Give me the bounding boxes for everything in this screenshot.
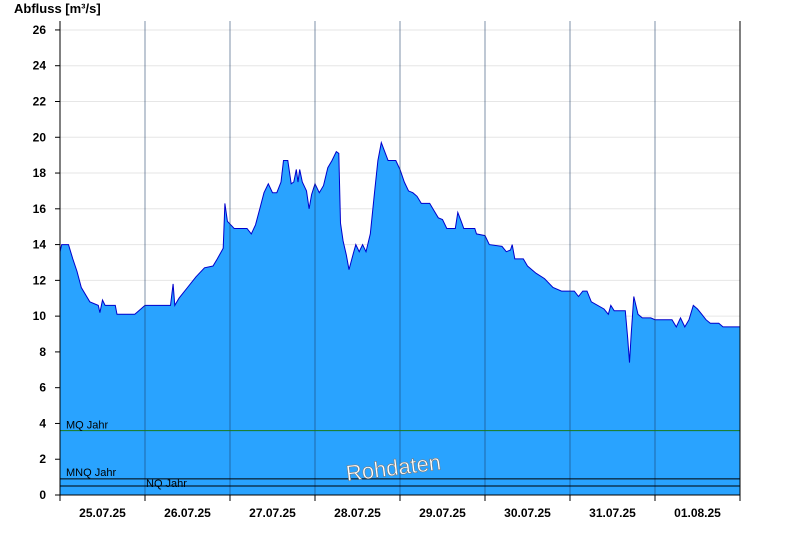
y-tick-label: 22 (33, 94, 47, 108)
y-tick-label: 12 (33, 273, 47, 287)
area-outline (59, 140, 740, 363)
x-tick-label: 01.08.25 (674, 506, 721, 520)
day-separators (144, 21, 656, 495)
y-tick-label: 16 (33, 202, 47, 216)
x-tick-label: 31.07.25 (589, 506, 636, 520)
y-tick-label: 4 (39, 416, 46, 430)
y-tick-label: 24 (33, 59, 47, 73)
x-tick-label: 26.07.25 (164, 506, 211, 520)
x-tick-label: 25.07.25 (79, 506, 126, 520)
x-tick-label: 28.07.25 (334, 506, 381, 520)
y-tick-label: 6 (39, 381, 46, 395)
x-tick-label: 29.07.25 (419, 506, 466, 520)
reference-line-label: NQ Jahr (146, 478, 187, 490)
reference-line-label: MQ Jahr (66, 420, 109, 432)
y-tick-label: 8 (39, 345, 46, 359)
y-tick-label: 20 (33, 130, 47, 144)
y-tick-label: 18 (33, 166, 47, 180)
y-axis-title: Abfluss [m³/s] (14, 1, 101, 16)
y-tick-label: 2 (39, 452, 46, 466)
y-tick-label: 26 (33, 23, 47, 37)
reference-lines: MQ Jahr MNQ Jahr NQ Jahr (60, 420, 740, 490)
y-tick-label: 0 (39, 488, 46, 502)
y-tick-label: 14 (33, 238, 47, 252)
y-tick-label: 10 (33, 309, 47, 323)
reference-line-label: MNQ Jahr (66, 467, 116, 479)
x-tick-label: 27.07.25 (249, 506, 296, 520)
x-tick-label: 30.07.25 (504, 506, 551, 520)
